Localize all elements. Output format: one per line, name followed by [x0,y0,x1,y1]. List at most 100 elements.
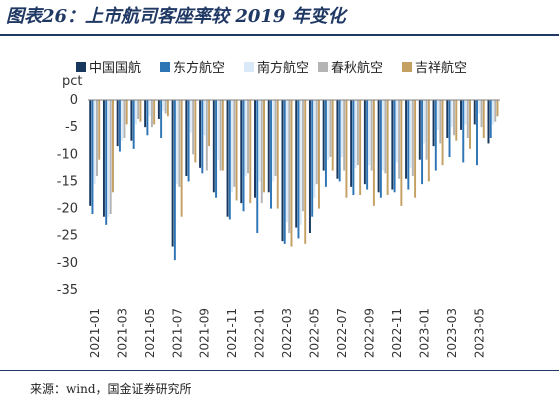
bar-1-2021-06 [157,100,160,119]
bar-4-2023-05 [480,100,483,128]
legend-label-1: 中国国航 [89,60,141,76]
bar-3-2021-09 [203,100,206,136]
bar-5-2021-07 [180,100,183,217]
bar-2-2021-09 [201,100,204,174]
x-tick-label: 2021-05 [143,308,157,358]
y-tick-label: -5 [65,120,78,135]
bottom-rule [0,370,559,371]
bar-2-2021-10 [215,100,218,198]
bar-4-2021-08 [192,100,195,155]
x-tick-label: 2021-07 [170,308,184,358]
bar-3-2022-10 [382,100,385,171]
bar-3-2023-05 [478,100,481,114]
bar-2-2021-12 [242,100,245,212]
bar-2-2022-06 [324,100,327,187]
bar-2-2023-03 [448,100,451,157]
bar-3-2021-06 [162,100,165,111]
bar-1-2022-09 [363,100,366,185]
bar-4-2021-01 [95,100,98,176]
legend-label-2: 东方航空 [173,60,225,76]
bar-3-2021-03 [121,100,124,141]
bar-5-2022-12 [414,100,417,198]
bar-1-2021-03 [116,100,119,147]
bar-5-2023-02 [441,100,444,166]
bar-5-2022-04 [304,100,307,244]
bar-2-2022-03 [283,100,286,244]
x-tick-label: 2021-01 [88,308,102,358]
legend-swatch-2 [160,62,170,72]
bar-3-2021-02 [107,100,110,217]
bar-1-2021-07 [171,100,174,247]
x-tick-label: 2022-11 [390,308,404,358]
bar-2-2021-06 [160,100,163,138]
bar-3-2021-07 [176,100,179,185]
bar-2-2022-10 [379,100,382,198]
bar-1-2022-11 [391,100,394,190]
bar-2-2021-07 [173,100,176,261]
bar-3-2022-04 [299,100,302,225]
bar-3-2021-10 [217,100,220,160]
bar-4-2021-04 [137,100,140,119]
y-tick-label: -10 [57,147,78,162]
bar-5-2023-06 [496,100,499,117]
bar-3-2022-06 [327,100,330,160]
bar-4-2021-06 [164,100,167,114]
bar-2-2021-04 [132,100,135,149]
legend: 中国国航 东方航空 南方航空 春秋航空 吉祥航空 [76,60,467,76]
bar-4-2022-06 [329,100,332,157]
bar-4-2022-12 [411,100,414,176]
bar-1-2022-12 [405,100,408,179]
bar-4-2021-03 [123,100,126,138]
source-note: 来源：wind，国金证券研究所 [30,382,192,396]
y-axis: 0 -5 -10 -15 -20 -25 -30 -35 [57,93,78,298]
bar-5-2022-05 [317,100,320,209]
bar-5-2021-11 [235,100,238,201]
bar-1-2021-05 [144,100,147,128]
bar-4-2022-10 [384,100,387,174]
x-tick-label: 2022-05 [308,308,322,358]
bar-4-2021-02 [109,100,112,214]
x-tick-label: 2023-05 [472,308,486,358]
bar-5-2022-06 [331,100,334,171]
bar-4-2021-11 [233,100,236,187]
bar-4-2023-02 [439,100,442,144]
y-tick-label: -20 [57,202,78,217]
bar-3-2022-11 [395,100,398,163]
bar-2-2022-11 [393,100,396,193]
bar-1-2022-10 [377,100,380,193]
bar-2-2023-05 [476,100,478,166]
x-tick-label: 2023-01 [418,308,432,358]
bar-4-2022-04 [301,100,304,212]
bar-5-2022-10 [386,100,389,195]
bar-1-2022-08 [350,100,353,187]
y-tick-label: 0 [70,93,78,108]
y-axis-label: pct [62,74,83,89]
y-tick-label: -30 [57,256,78,271]
bar-2-2021-03 [118,100,121,152]
bar-5-2023-01 [427,100,430,182]
bar-1-2023-04 [460,100,462,130]
x-tick-label: 2022-03 [280,308,294,358]
bar-5-2021-08 [194,100,197,163]
bar-1-2021-09 [199,100,202,168]
legend-swatch-1 [76,62,86,72]
bar-5-2021-03 [125,100,128,125]
bar-5-2021-02 [111,100,114,193]
bar-2-2021-01 [91,100,94,214]
bar-1-2022-05 [308,100,311,233]
bar-4-2021-05 [150,100,153,128]
bar-2-2022-01 [256,100,259,233]
bar-4-2022-07 [343,100,346,171]
bars [89,100,499,261]
bar-5-2022-09 [372,100,375,206]
x-tick-label: 2022-07 [335,308,349,358]
legend-swatch-4 [318,62,328,72]
bar-4-2022-11 [398,100,401,179]
bar-5-2022-07 [345,100,348,198]
x-tick-label: 2023-03 [445,308,459,358]
title-rule [0,34,559,36]
bar-4-2021-09 [205,100,208,171]
bar-3-2022-09 [368,100,371,166]
bar-3-2023-03 [450,100,453,128]
y-tick-label: -25 [57,229,78,244]
